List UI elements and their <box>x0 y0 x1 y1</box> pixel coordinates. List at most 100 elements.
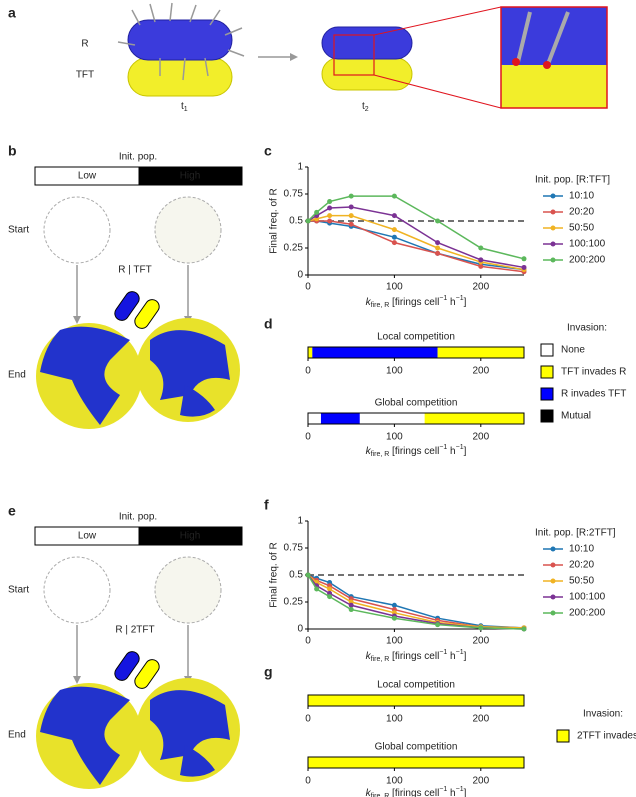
data-point <box>391 213 397 219</box>
x-tick-label: 100 <box>386 432 403 443</box>
y-tick-label: 0.25 <box>284 243 304 254</box>
segment <box>312 347 438 358</box>
arrow-head <box>73 316 81 324</box>
r-icon <box>114 291 140 321</box>
legend-label: 20:20 <box>569 207 594 218</box>
r-domain <box>150 330 230 400</box>
bar-title: Global competition <box>375 742 458 753</box>
x-tick-label: 100 <box>386 714 403 725</box>
x-axis-label-part: [firings cell <box>389 651 439 662</box>
arrow-head <box>290 53 298 61</box>
legend-label: 20:20 <box>569 560 594 571</box>
x-tick-label: 200 <box>472 366 489 377</box>
legend-marker <box>550 257 556 263</box>
panel-letter: b <box>8 143 17 159</box>
x-axis-label-part: −1 <box>439 295 447 302</box>
data-point <box>435 218 441 224</box>
x-axis-label: kfire, R [firings cell−1 h−1] <box>366 295 467 309</box>
bar-frame <box>307 756 525 769</box>
x-axis-label-part: fire, R <box>371 656 390 663</box>
legend-label: 200:200 <box>569 255 606 266</box>
r-domain <box>180 385 215 417</box>
legend-label: 2TFT invades R <box>577 731 636 742</box>
high-label: High <box>180 171 201 182</box>
x-tick-label: 200 <box>472 714 489 725</box>
y-tick-label: 0.75 <box>284 543 304 554</box>
data-point <box>521 256 527 262</box>
panel-panel_b: b Init. pop. Low High Start End R | TFT <box>8 143 243 429</box>
x-axis-label-part: k <box>366 651 372 662</box>
data-point <box>391 193 397 199</box>
bar-title: Global competition <box>375 398 458 409</box>
data-point <box>348 221 354 227</box>
tft-icon <box>134 659 160 689</box>
x-axis-label-part: ] <box>464 788 467 797</box>
start-label: Start <box>8 585 29 596</box>
legend-swatch <box>540 365 554 379</box>
x-tick-label: 0 <box>305 282 311 293</box>
x-tick-label: 0 <box>305 636 311 647</box>
x-axis-label-part: ] <box>464 297 467 308</box>
data-point <box>348 602 354 608</box>
series-line <box>307 574 525 630</box>
x-tick-label: 100 <box>386 366 403 377</box>
legend-marker <box>550 562 556 568</box>
end-label: End <box>8 370 26 381</box>
x-axis-label-part: −1 <box>439 649 447 656</box>
y-tick-label: 1 <box>297 516 303 527</box>
x-axis-label-part: −1 <box>456 444 464 451</box>
segment <box>308 413 321 424</box>
panel-letter: f <box>264 497 269 513</box>
legend-label: None <box>561 345 585 356</box>
data-point <box>314 209 320 215</box>
x-axis-label-part: k <box>366 788 372 797</box>
x-axis-label-part: −1 <box>456 786 464 793</box>
x-axis-label-part: −1 <box>439 444 447 451</box>
bar-frame <box>307 412 525 425</box>
legend-swatch <box>540 409 554 423</box>
legend-title: Invasion: <box>583 709 623 720</box>
data-point <box>327 205 333 211</box>
high-label: High <box>180 531 201 542</box>
zoom-line <box>373 74 502 109</box>
pair-label: R | 2TFT <box>115 625 154 636</box>
x-axis-label-part: −1 <box>456 649 464 656</box>
legend-marker <box>550 610 556 616</box>
bar-frame <box>307 346 525 359</box>
x-tick-label: 0 <box>305 432 311 443</box>
legend-marker <box>550 241 556 247</box>
series-line <box>307 206 525 269</box>
x-tick-label: 0 <box>305 366 311 377</box>
data-point <box>478 245 484 251</box>
legend-label: 10:10 <box>569 544 594 555</box>
tft-cell <box>321 57 413 91</box>
bar-frame <box>307 694 525 707</box>
x-axis-label-part: [firings cell <box>389 446 439 457</box>
x-tick-label: 100 <box>386 776 403 787</box>
time-label: t1 <box>181 101 188 113</box>
x-axis-label-part: [firings cell <box>389 788 439 797</box>
x-tick-label: 200 <box>472 282 489 293</box>
high-box <box>138 166 243 186</box>
y-tick-label: 0.25 <box>284 597 304 608</box>
legend-label: 200:200 <box>569 608 606 619</box>
data-point <box>327 213 333 219</box>
data-point <box>348 193 354 199</box>
start-low <box>43 556 111 624</box>
x-axis-label-part: fire, R <box>371 793 390 797</box>
start-high <box>154 556 222 624</box>
x-tick-label: 200 <box>472 636 489 647</box>
x-axis-label-part: −1 <box>439 786 447 793</box>
x-axis-label-part: ] <box>464 651 467 662</box>
contact <box>543 61 551 69</box>
zoom-frame <box>500 6 608 109</box>
legend-swatch <box>540 343 554 357</box>
panel-panel_e: e Init. pop. Low High Start End R | 2TFT <box>8 503 243 789</box>
x-tick-label: 200 <box>472 776 489 787</box>
bar-title: Local competition <box>377 680 455 691</box>
contact <box>512 58 520 66</box>
legend-marker <box>550 209 556 215</box>
x-axis-label-part: h <box>447 446 455 457</box>
panel-letter: e <box>8 503 16 519</box>
panel-letter: d <box>264 316 273 332</box>
